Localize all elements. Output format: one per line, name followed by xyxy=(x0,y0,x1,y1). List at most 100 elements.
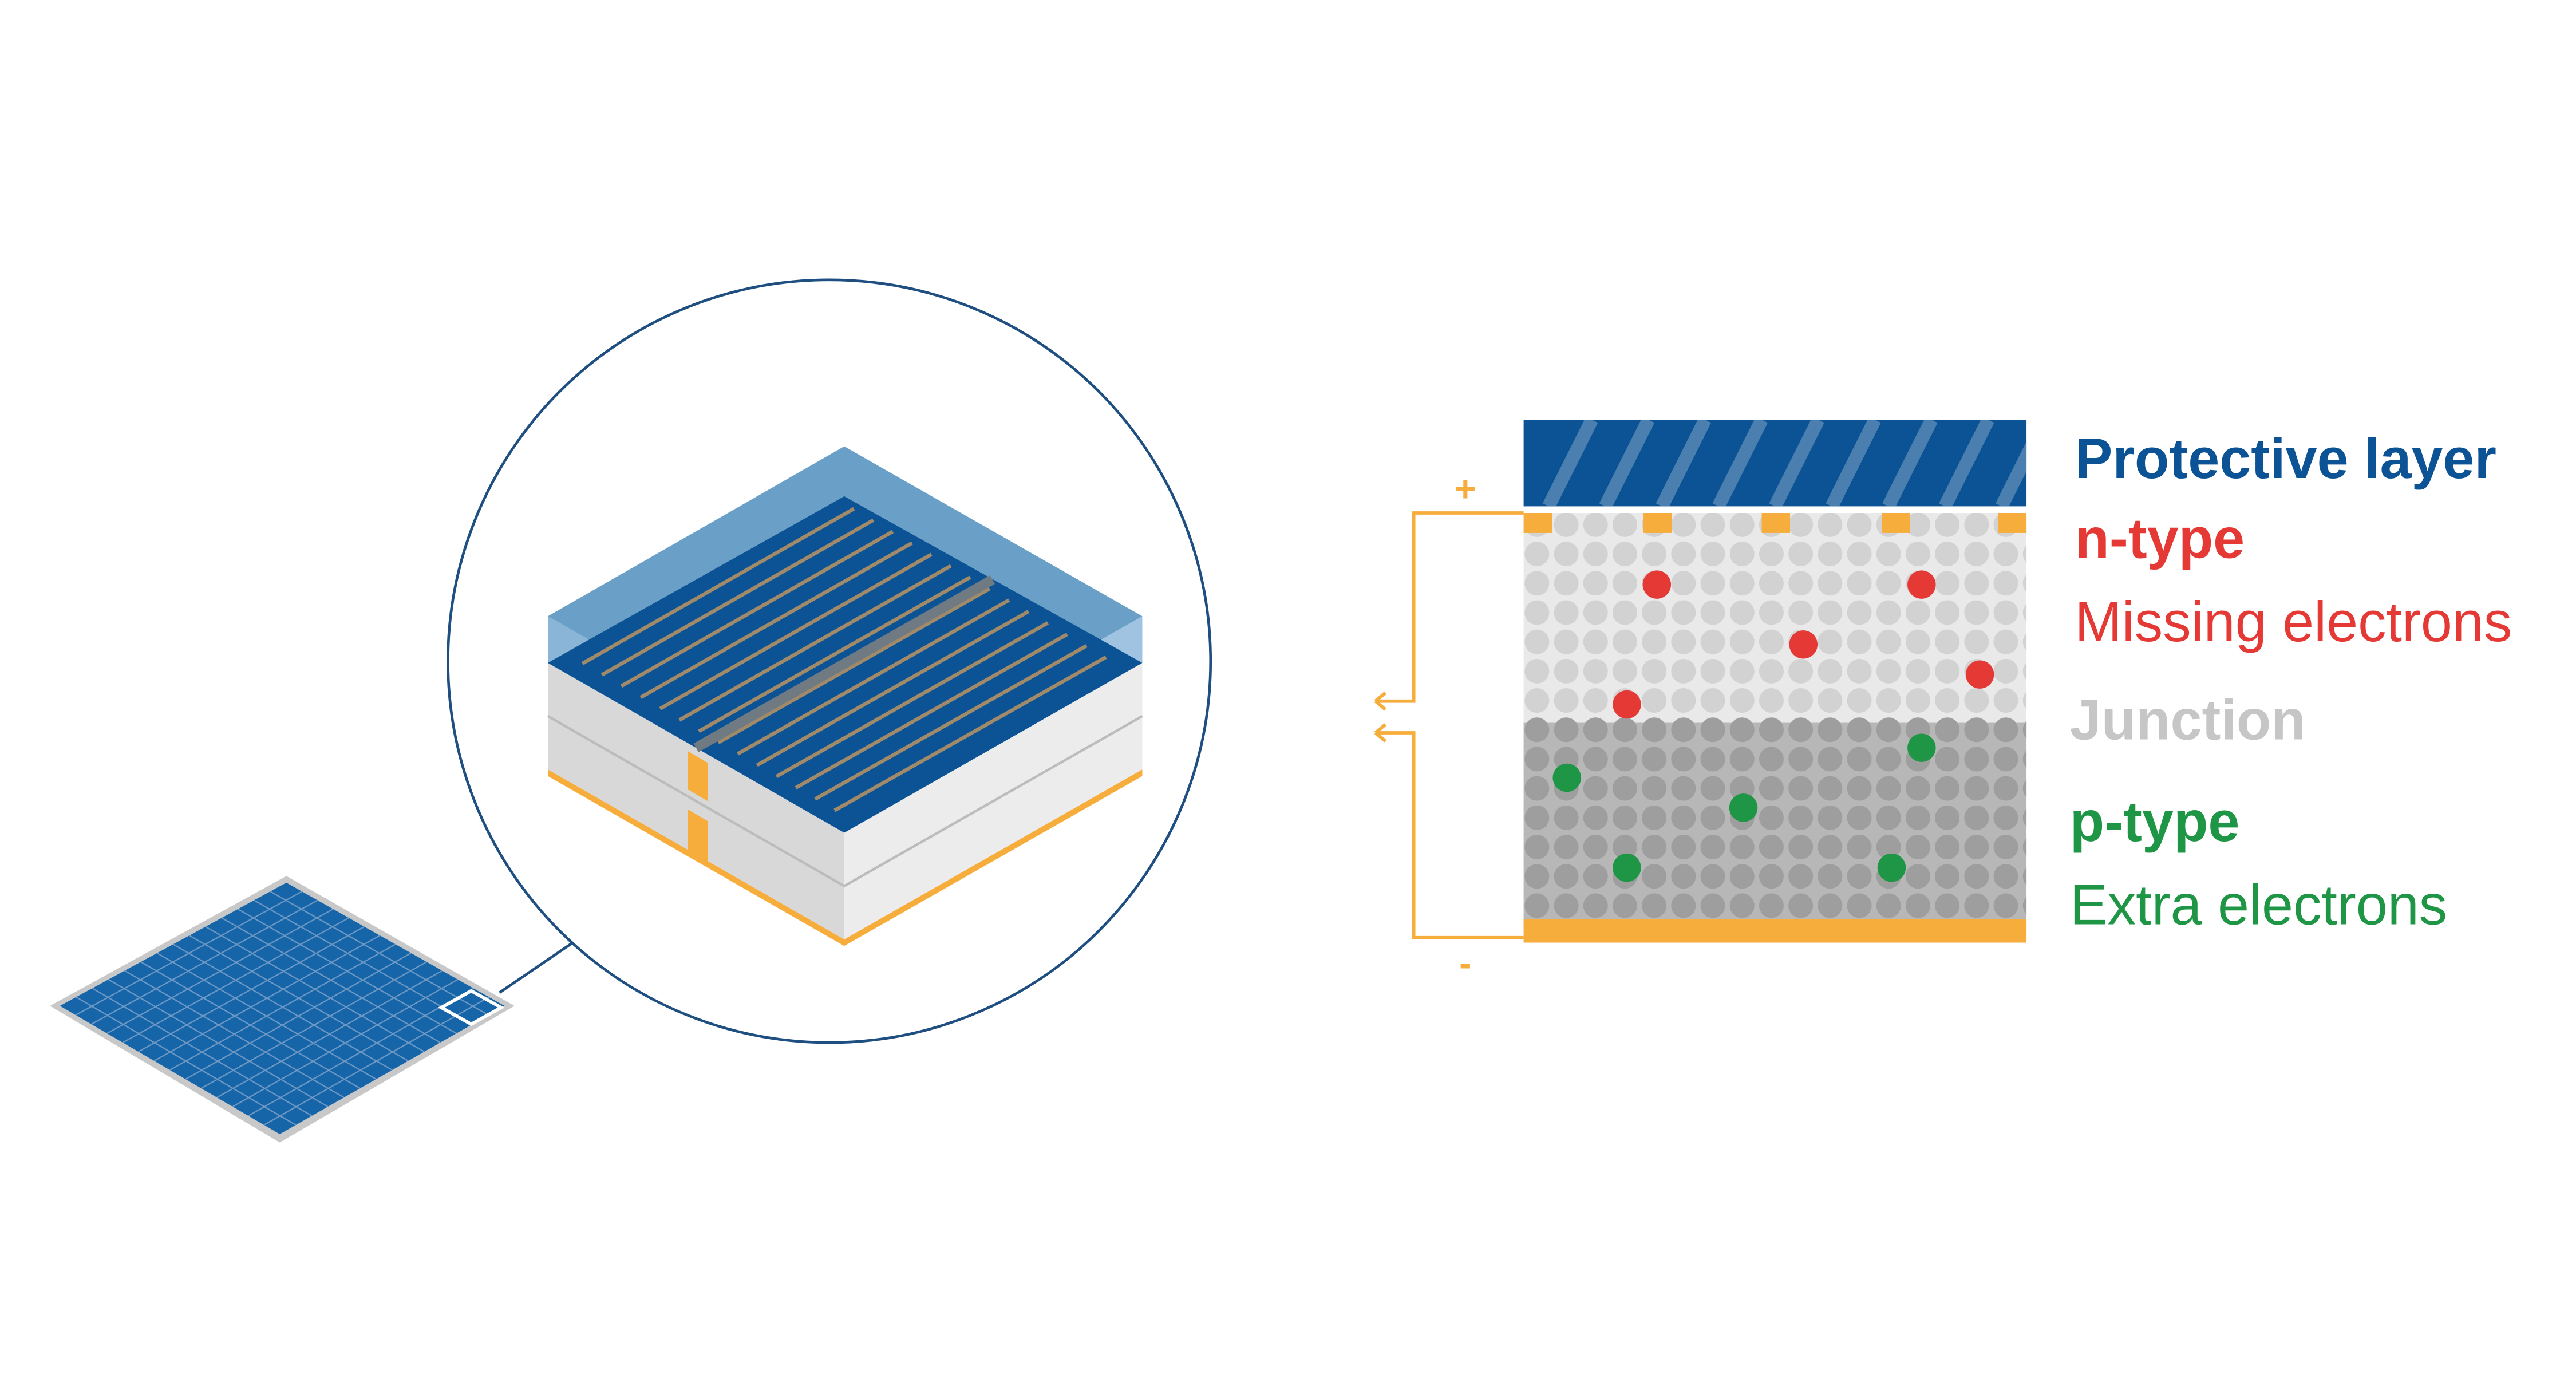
lattice-atom xyxy=(1554,600,1579,625)
lattice-atom xyxy=(1905,542,1930,567)
lattice-atom xyxy=(1729,747,1755,772)
lattice-atom xyxy=(1524,658,1550,684)
lattice-atom xyxy=(1818,747,1843,772)
lattice-atom xyxy=(1847,717,1872,743)
lattice-atom xyxy=(1759,600,1784,625)
lattice-atom xyxy=(1700,747,1725,772)
lattice-atom xyxy=(1583,747,1608,772)
lattice-atom xyxy=(1612,571,1637,596)
lattice-atom xyxy=(1671,629,1696,654)
lattice-atom xyxy=(1847,600,1872,625)
lattice-atom xyxy=(1905,835,1930,860)
panel-grid-line xyxy=(185,952,412,1080)
lattice-atom xyxy=(1788,688,1814,713)
finger-line xyxy=(659,552,933,710)
lattice-atom xyxy=(1847,571,1872,596)
lattice-atom xyxy=(1935,629,1960,654)
lattice-atom xyxy=(2022,721,2027,739)
lattice-atom xyxy=(1583,688,1608,713)
zoom-connector-line xyxy=(499,941,574,994)
lattice-atom xyxy=(2022,897,2027,915)
lattice-atom xyxy=(1935,600,1960,625)
lattice-atom xyxy=(2022,574,2027,593)
lattice-atom xyxy=(1847,776,1872,801)
lattice-atom xyxy=(1935,513,1960,537)
lattice-atom xyxy=(2022,809,2027,827)
contact-tab-bottom xyxy=(688,809,708,864)
lattice-atom xyxy=(2022,838,2027,856)
lattice-atom xyxy=(1905,600,1930,625)
lattice-atom xyxy=(1993,776,2018,801)
top-contact xyxy=(1998,513,2027,533)
lattice-atom xyxy=(1612,747,1637,772)
panel-grid-line xyxy=(138,926,365,1053)
lattice-atom xyxy=(1964,542,1989,567)
lattice-atom xyxy=(2022,545,2027,563)
lattice-atom xyxy=(1729,864,1755,889)
extra-electron xyxy=(1613,853,1641,882)
lattice-atom xyxy=(1876,835,1901,860)
lattice-atom xyxy=(1524,747,1550,772)
lattice-atom xyxy=(1729,629,1755,654)
lattice-atom xyxy=(1876,893,1901,918)
lattice-atom xyxy=(1788,893,1814,918)
lattice-atom xyxy=(1905,893,1930,918)
lattice-atom xyxy=(1935,893,1960,918)
lattice-atom xyxy=(1876,805,1901,830)
lattice-atom xyxy=(1788,513,1814,537)
lattice-atom xyxy=(1876,688,1901,713)
lattice-atom xyxy=(1759,571,1784,596)
lattice-atom xyxy=(1759,747,1784,772)
lattice-atom xyxy=(1847,835,1872,860)
lattice-atom xyxy=(1524,776,1550,801)
missing-electron-hole xyxy=(1789,630,1818,659)
lattice-atom xyxy=(1759,893,1784,918)
plus-terminal-label: + xyxy=(1455,468,1476,510)
lattice-atom xyxy=(1993,717,2018,743)
lattice-atom xyxy=(1583,717,1608,743)
solar-cell-isometric xyxy=(547,446,1143,946)
lattice-atom xyxy=(1729,717,1755,743)
lattice-atom xyxy=(1788,864,1814,889)
lattice-atom xyxy=(1964,717,1989,743)
lattice-atom xyxy=(1935,835,1960,860)
circuit-wire-positive xyxy=(1374,511,1524,703)
lattice-atom xyxy=(1964,864,1989,889)
lattice-atom xyxy=(1905,864,1930,889)
finger-line xyxy=(698,575,971,733)
lattice-atom xyxy=(1583,864,1608,889)
lattice-atom xyxy=(2022,662,2027,680)
lattice-atom xyxy=(1935,571,1960,596)
lattice-atom xyxy=(1847,629,1872,654)
lattice-atom xyxy=(1847,893,1872,918)
lattice-atom xyxy=(1935,688,1960,713)
lattice-atom xyxy=(1847,542,1872,567)
lattice-atom xyxy=(1729,688,1755,713)
lattice-atom xyxy=(1524,629,1550,654)
lattice-atom xyxy=(1847,805,1872,830)
lattice-atom xyxy=(1700,893,1725,918)
lattice-atom xyxy=(1788,717,1814,743)
lattice-atom xyxy=(1876,658,1901,684)
panel-grid-line xyxy=(200,961,427,1089)
lattice-atom xyxy=(1700,776,1725,801)
missing-electron-hole xyxy=(1907,570,1936,599)
lattice-atom xyxy=(1759,688,1784,713)
lattice-atom xyxy=(1583,600,1608,625)
finger-line xyxy=(833,656,1107,812)
lattice-atom xyxy=(1935,542,1960,567)
lattice-atom xyxy=(1788,571,1814,596)
lattice-atom xyxy=(1993,542,2018,567)
lattice-atom xyxy=(1847,747,1872,772)
lattice-atom xyxy=(1612,513,1637,537)
lattice-atom xyxy=(1700,658,1725,684)
lattice-atom xyxy=(1818,805,1843,830)
lattice-atom xyxy=(1671,513,1696,537)
lattice-atom xyxy=(1583,513,1608,537)
finger-line xyxy=(581,507,855,665)
cross-section: + - xyxy=(1374,420,2027,984)
lattice-atom xyxy=(1554,864,1579,889)
p-type-label: p-type xyxy=(2070,789,2240,853)
circuit-wire-negative xyxy=(1375,731,1524,939)
lattice-atom xyxy=(1818,717,1843,743)
